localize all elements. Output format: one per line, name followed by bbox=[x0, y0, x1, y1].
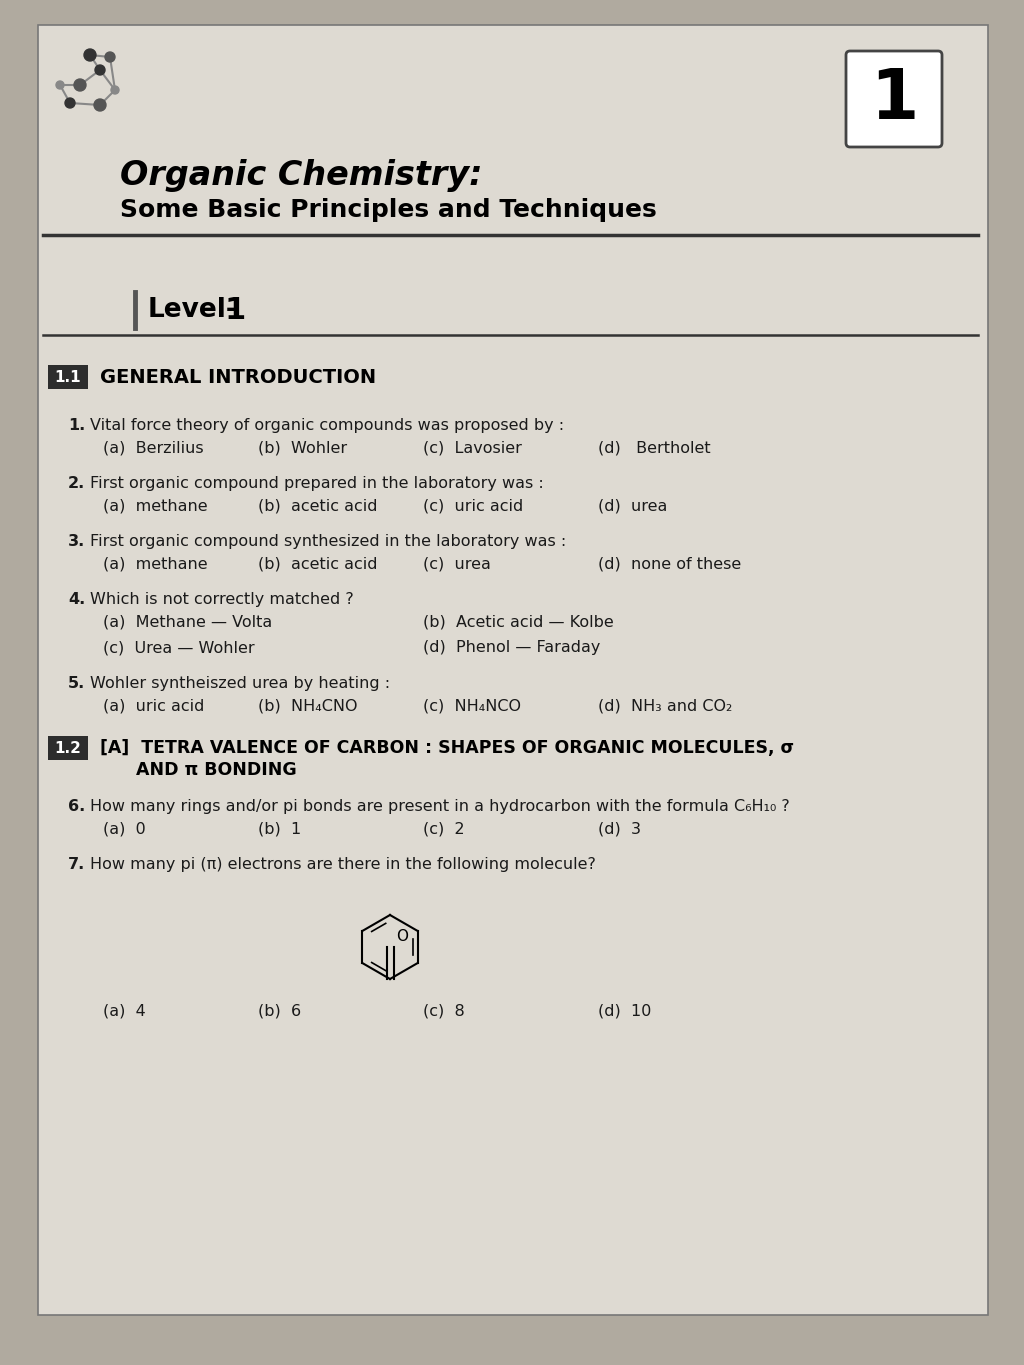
Text: 1.2: 1.2 bbox=[54, 740, 82, 755]
Circle shape bbox=[84, 49, 96, 61]
Text: [A]  TETRA VALENCE OF CARBON : SHAPES OF ORGANIC MOLECULES, σ: [A] TETRA VALENCE OF CARBON : SHAPES OF … bbox=[100, 738, 794, 758]
Circle shape bbox=[56, 81, 63, 89]
Text: (c)  Urea — Wohler: (c) Urea — Wohler bbox=[103, 640, 255, 655]
Text: (c)  2: (c) 2 bbox=[423, 820, 465, 835]
Circle shape bbox=[94, 100, 106, 111]
Text: 6.: 6. bbox=[68, 799, 85, 814]
Text: GENERAL INTRODUCTION: GENERAL INTRODUCTION bbox=[100, 367, 376, 386]
Text: (a)  4: (a) 4 bbox=[103, 1005, 145, 1020]
Text: 4.: 4. bbox=[68, 592, 85, 607]
Text: 1.1: 1.1 bbox=[54, 370, 81, 385]
Text: (d)   Bertholet: (d) Bertholet bbox=[598, 440, 711, 455]
Text: (b)  acetic acid: (b) acetic acid bbox=[258, 556, 378, 571]
Text: (b)  acetic acid: (b) acetic acid bbox=[258, 498, 378, 513]
Circle shape bbox=[74, 79, 86, 91]
Text: O: O bbox=[396, 930, 409, 945]
Text: (c)  8: (c) 8 bbox=[423, 1005, 465, 1020]
Text: (d)  NH₃ and CO₂: (d) NH₃ and CO₂ bbox=[598, 698, 732, 713]
Text: (d)  urea: (d) urea bbox=[598, 498, 668, 513]
Text: 2.: 2. bbox=[68, 476, 85, 491]
Circle shape bbox=[111, 86, 119, 94]
Text: Vital force theory of organic compounds was proposed by :: Vital force theory of organic compounds … bbox=[90, 418, 564, 433]
Text: (a)  0: (a) 0 bbox=[103, 820, 145, 835]
Text: Wohler syntheiszed urea by heating :: Wohler syntheiszed urea by heating : bbox=[90, 676, 390, 691]
Text: (c)  Lavosier: (c) Lavosier bbox=[423, 440, 522, 455]
Text: (b)  Wohler: (b) Wohler bbox=[258, 440, 347, 455]
Circle shape bbox=[95, 66, 105, 75]
Text: Organic Chemistry:: Organic Chemistry: bbox=[120, 158, 482, 191]
Text: (c)  urea: (c) urea bbox=[423, 556, 490, 571]
Text: (d)  none of these: (d) none of these bbox=[598, 556, 741, 571]
Bar bbox=[48, 736, 88, 760]
Text: (c)  uric acid: (c) uric acid bbox=[423, 498, 523, 513]
Text: 1: 1 bbox=[869, 66, 919, 132]
Text: AND π BONDING: AND π BONDING bbox=[100, 762, 297, 779]
Text: (d)  10: (d) 10 bbox=[598, 1005, 651, 1020]
Text: (a)  uric acid: (a) uric acid bbox=[103, 698, 205, 713]
Text: How many pi (π) electrons are there in the following molecule?: How many pi (π) electrons are there in t… bbox=[90, 857, 596, 872]
Text: (d)  Phenol — Faraday: (d) Phenol — Faraday bbox=[423, 640, 600, 655]
Text: 3.: 3. bbox=[68, 534, 85, 549]
Text: How many rings and/or pi bonds are present in a hydrocarbon with the formula C₆H: How many rings and/or pi bonds are prese… bbox=[90, 799, 790, 814]
Text: Some Basic Principles and Techniques: Some Basic Principles and Techniques bbox=[120, 198, 656, 222]
Text: (d)  3: (d) 3 bbox=[598, 820, 641, 835]
Bar bbox=[48, 364, 88, 389]
Circle shape bbox=[105, 52, 115, 61]
Text: (c)  NH₄NCO: (c) NH₄NCO bbox=[423, 698, 521, 713]
Text: (b)  6: (b) 6 bbox=[258, 1005, 301, 1020]
Text: (a)  methane: (a) methane bbox=[103, 556, 208, 571]
Text: First organic compound synthesized in the laboratory was :: First organic compound synthesized in th… bbox=[90, 534, 566, 549]
Text: 1.: 1. bbox=[68, 418, 85, 433]
Text: First organic compound prepared in the laboratory was :: First organic compound prepared in the l… bbox=[90, 476, 544, 491]
Text: (b)  1: (b) 1 bbox=[258, 820, 301, 835]
Text: (a)  Methane — Volta: (a) Methane — Volta bbox=[103, 614, 272, 629]
Circle shape bbox=[65, 98, 75, 108]
Text: (a)  Berzilius: (a) Berzilius bbox=[103, 440, 204, 455]
Text: (a)  methane: (a) methane bbox=[103, 498, 208, 513]
Text: 7.: 7. bbox=[68, 857, 85, 872]
Text: Level-: Level- bbox=[148, 298, 238, 324]
Text: Which is not correctly matched ?: Which is not correctly matched ? bbox=[90, 592, 353, 607]
Text: 1: 1 bbox=[225, 295, 246, 325]
Text: (b)  NH₄CNO: (b) NH₄CNO bbox=[258, 698, 357, 713]
Text: 5.: 5. bbox=[68, 676, 85, 691]
Text: (b)  Acetic acid — Kolbe: (b) Acetic acid — Kolbe bbox=[423, 614, 613, 629]
FancyBboxPatch shape bbox=[846, 51, 942, 147]
